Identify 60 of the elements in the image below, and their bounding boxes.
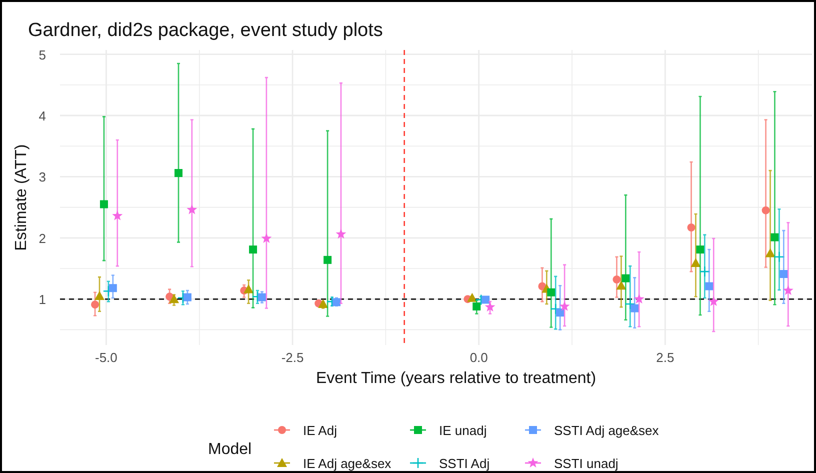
- point: [550, 303, 562, 315]
- point: [559, 300, 570, 311]
- point: [708, 296, 719, 306]
- point: [556, 308, 564, 317]
- point: [770, 233, 779, 242]
- point: [482, 296, 490, 304]
- y-tick-label: 2: [38, 230, 46, 246]
- point: [318, 298, 328, 308]
- point: [484, 302, 496, 312]
- legend-label: SSTI Adj: [439, 456, 490, 471]
- point: [690, 258, 701, 267]
- point: [108, 284, 117, 292]
- point: [774, 251, 785, 263]
- chart-title: Gardner, did2s package, event study plots: [28, 20, 383, 41]
- legend-label: IE unadj: [439, 423, 487, 438]
- y-tick-label: 1: [38, 292, 46, 308]
- point: [183, 293, 192, 302]
- point: [244, 284, 254, 294]
- point: [94, 291, 104, 300]
- point: [780, 270, 788, 278]
- legend-label: SSTI Adj age&sex: [554, 423, 660, 438]
- point: [112, 210, 123, 220]
- point: [687, 223, 696, 232]
- y-tick-label: 5: [38, 47, 46, 62]
- x-tick-label: 2.5: [656, 350, 674, 365]
- y-axis-title: Estimate (ATT): [13, 144, 30, 251]
- point: [699, 266, 710, 278]
- point: [765, 248, 776, 258]
- point: [336, 228, 346, 239]
- y-tick-label: 3: [38, 170, 46, 185]
- point: [472, 302, 481, 310]
- point: [174, 169, 182, 178]
- point: [324, 256, 332, 264]
- point: [762, 206, 770, 214]
- point: [616, 280, 626, 290]
- point: [91, 300, 100, 309]
- legend-label: SSTI unadj: [554, 456, 618, 471]
- point: [169, 294, 180, 304]
- point: [622, 274, 630, 282]
- point: [186, 204, 198, 214]
- legend-label: IE Adj: [303, 423, 338, 438]
- point: [634, 294, 644, 304]
- point: [467, 292, 478, 302]
- point: [705, 282, 714, 290]
- point: [547, 288, 556, 296]
- y-tick-label: 4: [38, 108, 46, 124]
- x-tick-label: -5.0: [95, 350, 118, 365]
- point: [630, 304, 639, 312]
- legend-title: Model: [208, 441, 252, 458]
- point: [612, 276, 621, 284]
- legend-label: IE Adj age&sex: [303, 456, 392, 471]
- x-tick-label: 0.0: [470, 350, 488, 365]
- x-axis-title: Event Time (years relative to treatment): [316, 370, 596, 387]
- x-tick-label: -2.5: [281, 350, 304, 365]
- point: [624, 298, 636, 310]
- point: [261, 233, 272, 243]
- point: [696, 246, 704, 254]
- point: [782, 285, 794, 295]
- point: [100, 200, 108, 208]
- point: [249, 246, 258, 254]
